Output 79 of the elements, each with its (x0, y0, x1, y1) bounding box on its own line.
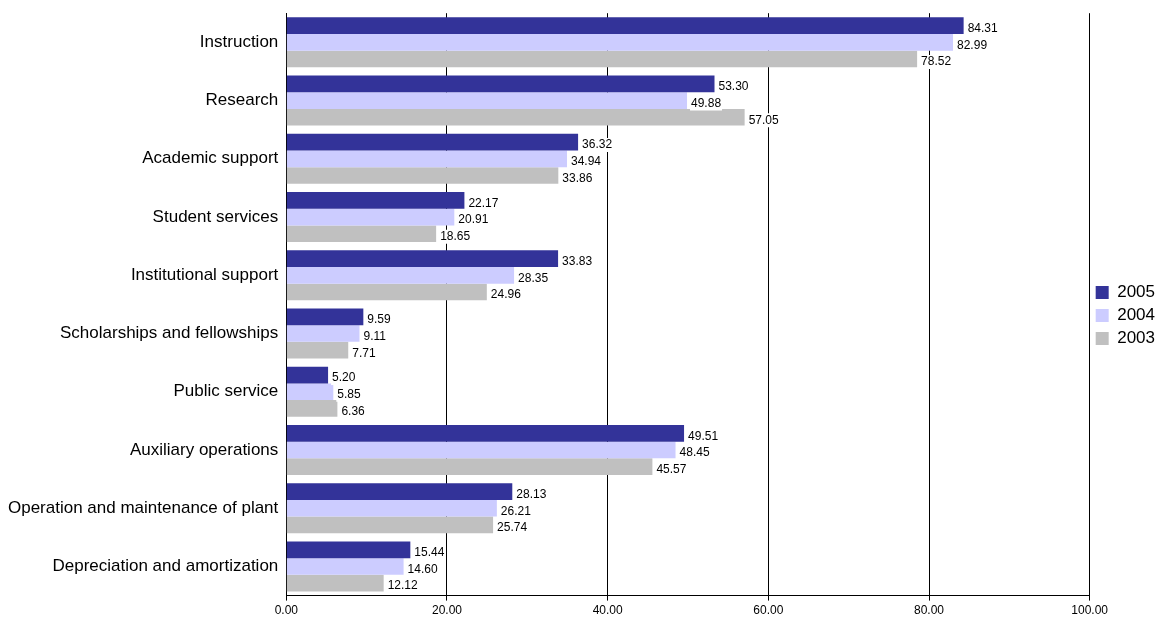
x-tick-label: 100.00 (1071, 603, 1109, 618)
data-label: 28.13 (516, 486, 547, 501)
data-label: 49.88 (691, 95, 722, 110)
bar (286, 167, 559, 184)
bar (286, 266, 515, 284)
data-label: 25.74 (497, 520, 528, 535)
data-label: 78.52 (921, 54, 952, 69)
data-label: 33.86 (562, 170, 593, 185)
data-label: 5.85 (337, 387, 361, 402)
bar (286, 250, 559, 267)
data-label: 82.99 (957, 37, 988, 52)
bar (286, 541, 411, 559)
bar (286, 400, 338, 417)
bar (286, 558, 404, 575)
bar (286, 283, 487, 301)
data-label: 49.51 (688, 428, 719, 443)
bar (286, 366, 329, 384)
x-tick-label: 60.00 (753, 603, 784, 618)
data-label: 57.05 (748, 112, 779, 127)
bar (286, 308, 364, 326)
y-tick-label: Research (205, 90, 279, 110)
data-label: 5.20 (332, 370, 356, 385)
bar (286, 225, 437, 243)
data-label: 53.30 (718, 79, 749, 94)
y-tick-label: Auxiliary operations (129, 439, 279, 459)
bar (286, 133, 579, 151)
bar (286, 75, 715, 93)
bar (286, 441, 676, 459)
bar (286, 483, 513, 500)
data-label: 33.83 (562, 253, 593, 268)
legend-label: 2005 (1117, 282, 1156, 302)
bar (286, 458, 653, 476)
bar (286, 516, 494, 534)
data-label: 45.57 (656, 462, 687, 477)
bar (286, 108, 745, 126)
legend-label: 2003 (1117, 328, 1156, 348)
data-label: 9.59 (367, 312, 392, 327)
bar (286, 383, 334, 401)
data-label: 84.31 (967, 20, 998, 35)
data-label: 18.65 (440, 229, 471, 244)
data-label: 9.11 (363, 328, 387, 343)
y-tick-label: Student services (152, 206, 279, 226)
bar (286, 50, 918, 68)
legend-label: 2004 (1117, 305, 1156, 325)
data-label: 28.35 (518, 270, 549, 285)
data-label: 15.44 (414, 545, 445, 560)
y-tick-label: Scholarships and fellowships (60, 323, 279, 343)
bar (286, 92, 688, 109)
x-tick-label: 0.00 (274, 603, 299, 618)
bar (286, 33, 954, 51)
data-label: 20.91 (458, 212, 489, 227)
bar (286, 341, 349, 359)
bar (286, 424, 685, 442)
x-tick-label: 80.00 (913, 603, 945, 618)
y-tick-label: Operation and maintenance of plant (7, 497, 279, 517)
data-label: 7.71 (352, 345, 376, 360)
x-tick-label: 20.00 (431, 603, 463, 618)
data-label: 22.17 (468, 195, 499, 210)
bar (286, 208, 455, 226)
y-tick-label: Instruction (199, 32, 279, 52)
data-label: 6.36 (341, 403, 366, 418)
bar (286, 192, 465, 209)
data-label: 36.32 (582, 137, 613, 152)
y-tick-label: Depreciation and amortization (52, 556, 279, 576)
data-label: 48.45 (679, 445, 710, 460)
data-label: 24.96 (490, 287, 522, 302)
y-tick-label: Institutional support (130, 264, 279, 284)
x-tick-label: 40.00 (592, 603, 623, 618)
data-label: 14.60 (407, 561, 438, 576)
bar (286, 150, 567, 168)
data-label: 26.21 (500, 503, 532, 518)
bar (286, 325, 360, 342)
y-tick-label: Academic support (142, 148, 279, 168)
bar (286, 17, 964, 34)
bar (286, 499, 497, 517)
data-label: 34.94 (571, 154, 602, 169)
data-label: 12.12 (387, 578, 419, 593)
y-tick-label: Public service (173, 381, 279, 401)
bar (286, 574, 384, 592)
